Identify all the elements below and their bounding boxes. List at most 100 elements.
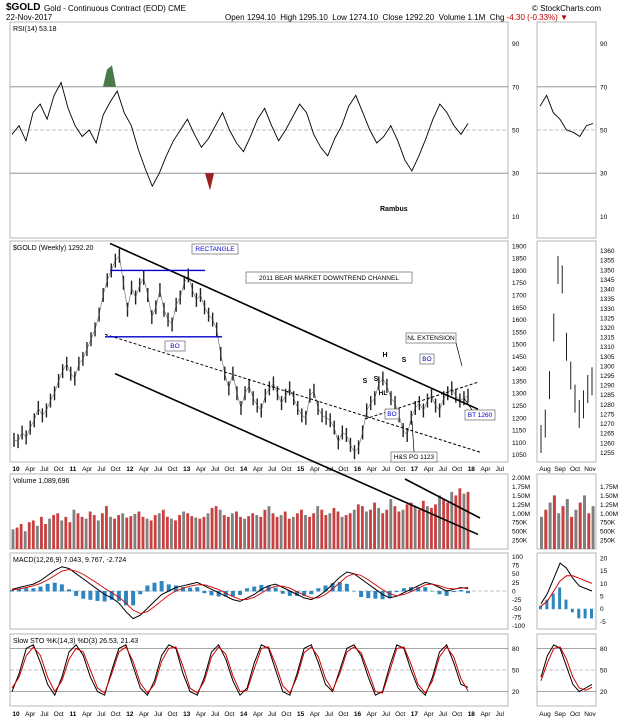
rsi-y-tick: 10 [512, 214, 520, 221]
bottom-x-tick-label: Oct [111, 711, 121, 718]
change-down-icon: ▼ [560, 13, 568, 22]
volume-bar [218, 509, 222, 549]
price-trace [13, 255, 469, 453]
macd-histogram-bar [394, 591, 399, 593]
volume-bar [263, 509, 267, 549]
price-inset-y-tick: 1340 [600, 287, 615, 294]
macd-histogram-bar [17, 588, 22, 592]
macd-histogram-bar [67, 589, 71, 592]
macd-inset-histogram-bar [539, 605, 542, 610]
volume-bar [239, 516, 242, 549]
macd-inset-line [540, 562, 593, 604]
volume-bar [417, 509, 421, 549]
bo-label-1: BO [170, 343, 179, 350]
macd-histogram-bar [230, 591, 235, 597]
volume-bar [214, 506, 218, 549]
macd-histogram-bar [359, 591, 364, 598]
volume-bar [149, 520, 153, 549]
volume-bar [23, 531, 27, 549]
rsi-inset-y-tick: 30 [600, 171, 608, 178]
s-label-1: S [363, 378, 368, 385]
macd-y-tick: 75 [512, 563, 520, 570]
volume-bar [243, 518, 246, 549]
volume-bar [458, 488, 462, 549]
volume-bar [80, 516, 84, 549]
rsi-inset-y-tick: 70 [600, 84, 608, 91]
volume-bar [178, 515, 181, 549]
bottom-x-tick-label: Apr [253, 711, 264, 718]
volume-bar [340, 516, 344, 549]
macd-histogram-bar [152, 582, 157, 592]
volume-bar [413, 506, 417, 549]
bottom-x-tick-label: Apr [196, 711, 207, 718]
sto-inset-y-tick: 80 [600, 646, 608, 653]
panel-title: Slow STO %K(14,3) %D(3) 26.53, 21.43 [13, 638, 138, 645]
bottom-x-tick-label: 10 [12, 711, 20, 718]
macd-y-tick: -75 [512, 614, 522, 621]
macd-y-tick: 50 [512, 571, 520, 578]
x-tick-label: Jul [382, 466, 391, 473]
panel-title: $GOLD (Weekly) 1292.20 [13, 245, 94, 252]
volume-bar [381, 513, 385, 549]
macd-histogram-bar [302, 591, 307, 596]
volume-bar [300, 509, 303, 549]
volume-bar [161, 509, 165, 549]
x-tick-label: Jul [439, 466, 448, 473]
volume-bar [121, 513, 125, 549]
macd-histogram-bar [366, 591, 371, 599]
bottom-x-tick-label: Jul [40, 711, 49, 718]
macd-signal-line [11, 569, 469, 614]
volume-inset-y-tick: 1.25M [600, 502, 618, 509]
sto-y-tick: 80 [512, 646, 520, 653]
volume-bar [72, 509, 76, 549]
macd-histogram-bar [273, 587, 278, 592]
volume-y-tick: 1.50M [512, 493, 530, 500]
sto-y-tick: 20 [512, 689, 520, 696]
price-y-tick: 1800 [512, 268, 527, 275]
macd-histogram-bar [344, 583, 349, 592]
price-y-tick: 1300 [512, 391, 527, 398]
macd-histogram-bar [202, 591, 207, 594]
rsi-inset-line [539, 94, 594, 138]
rsi-y-tick: 30 [512, 171, 520, 178]
volume-inset-bar [587, 513, 591, 549]
macd-line [11, 566, 469, 620]
bo-label-3-box [419, 353, 435, 365]
s-label-2: S [374, 376, 379, 383]
midline-dotted [104, 333, 481, 453]
bo-label-2: BO [387, 411, 396, 418]
volume-bar [15, 527, 19, 549]
nl-extension-pointer [455, 342, 463, 367]
x-tick-label: 15 [297, 466, 305, 473]
volume-bar [365, 511, 368, 549]
volume-bar [35, 525, 39, 549]
volume-bar [165, 516, 169, 549]
rsi-inset-y-tick: 10 [600, 214, 608, 221]
inset-frame [536, 552, 597, 630]
volume-inset-y-tick: 500K [600, 529, 616, 536]
macd-inset-y-tick: 0 [600, 606, 604, 613]
volume-bar [308, 516, 311, 549]
volume-inset-bar [574, 509, 578, 549]
macd-histogram-bar [159, 581, 164, 592]
volume-bar [190, 516, 194, 549]
bottom-x-tick-label: Jul [154, 711, 163, 718]
volume-inset-y-tick: 1.00M [600, 511, 618, 518]
x-tick-label: Apr [424, 466, 435, 473]
bottom-x-tick-label: Oct [338, 711, 348, 718]
macd-histogram-bar [145, 585, 150, 592]
x-tick-label: Oct [54, 466, 64, 473]
macd-histogram-bar [330, 583, 335, 592]
sto-k-line [11, 643, 469, 697]
macd-inset-histogram-bar [590, 608, 593, 619]
bottom-x-tick-label: Oct [395, 711, 405, 718]
inset-x-tick-label: Nov [584, 466, 596, 473]
volume-inset-y-tick: 1.50M [600, 493, 618, 500]
volume-bar [312, 513, 316, 549]
price-y-tick: 1100 [512, 440, 526, 447]
price-inset-y-tick: 1285 [600, 392, 615, 399]
bottom-x-tick-label: Oct [54, 711, 64, 718]
open-value: 1294.10 [246, 13, 276, 22]
volume-bar [88, 511, 92, 549]
volume-bar [373, 502, 376, 549]
